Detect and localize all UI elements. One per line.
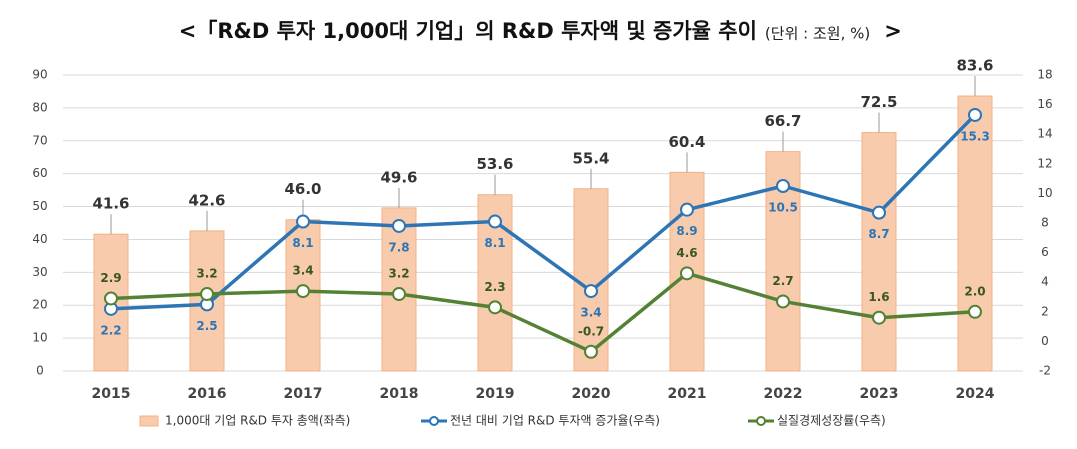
- y-tick-label: 30: [32, 265, 47, 279]
- line-value-label: 8.9: [676, 224, 697, 238]
- legend-label: 실질경제성장률(우측): [777, 414, 886, 428]
- x-tick-label: 2016: [188, 386, 227, 402]
- y2-tick-label: 2: [1041, 304, 1049, 318]
- y-tick-label: 20: [32, 298, 47, 312]
- bar-value-label: 42.6: [188, 191, 225, 209]
- bar-value-label: 55.4: [572, 149, 609, 167]
- y2-tick-label: 10: [1037, 186, 1052, 200]
- y-tick-label: 50: [32, 199, 47, 213]
- line-marker: [392, 287, 406, 302]
- line-value-label: 8.1: [484, 236, 505, 250]
- y2-tick-label: -2: [1039, 364, 1051, 378]
- x-tick-label: 2018: [380, 386, 419, 402]
- line-value-label: 3.4: [292, 264, 313, 278]
- chart-title: <「R&D 투자 1,000대 기업」의 R&D 투자액 및 증가율 추이: [179, 19, 757, 43]
- x-tick-label: 2020: [572, 386, 611, 402]
- line-value-label: 3.2: [388, 267, 409, 281]
- line-value-label: 3.2: [196, 267, 217, 281]
- line-value-label: 2.5: [196, 319, 217, 333]
- bar-value-label: 46.0: [284, 180, 321, 198]
- y2-tick-label: 4: [1041, 275, 1049, 289]
- line-value-label: 3.4: [580, 306, 601, 320]
- line-value-label: 1.6: [868, 290, 889, 304]
- bar-value-label: 83.6: [956, 57, 993, 75]
- y2-tick-label: 0: [1041, 334, 1049, 348]
- line-marker: [488, 300, 502, 315]
- bar-value-label: 49.6: [380, 168, 417, 186]
- line-value-label: 8.1: [292, 236, 313, 250]
- bar-value-label: 60.4: [668, 133, 705, 151]
- line-marker: [584, 344, 598, 359]
- legend-marker: [429, 416, 439, 426]
- bar-value-label: 53.6: [476, 155, 513, 173]
- line-value-label: 2.0: [964, 284, 985, 298]
- line-marker: [968, 107, 982, 122]
- bar: [861, 132, 897, 372]
- x-tick-label: 2022: [764, 386, 803, 402]
- x-tick-label: 2019: [476, 386, 515, 402]
- legend-label: 1,000대 기업 R&D 투자 총액(좌측): [165, 414, 350, 428]
- y-tick-label: 60: [32, 166, 47, 180]
- chart-subtitle: (단위 : 조원, %): [765, 25, 870, 43]
- legend-label: 전년 대비 기업 R&D 투자액 증가율(우측): [450, 414, 660, 428]
- line-marker: [392, 218, 406, 233]
- y-tick-label: 0: [36, 364, 44, 378]
- line-marker: [776, 179, 790, 193]
- x-tick-label: 2017: [284, 386, 323, 402]
- line-value-label: 10.5: [768, 201, 798, 215]
- bar-value-label: 41.6: [92, 195, 129, 213]
- line-value-label: 2.3: [484, 280, 505, 294]
- legend-swatch: [139, 415, 159, 427]
- y2-tick-label: 18: [1037, 68, 1052, 82]
- bar-value-label: 66.7: [764, 112, 801, 130]
- y-tick-label: 10: [32, 331, 47, 345]
- y-tick-label: 40: [32, 232, 47, 246]
- title-suffix: >: [884, 19, 902, 43]
- line-value-label: 4.6: [676, 246, 697, 260]
- y-tick-label: 90: [32, 68, 47, 82]
- legend-marker: [756, 416, 766, 426]
- y-tick-label: 80: [32, 100, 47, 114]
- line-value-label: 2.7: [772, 274, 793, 288]
- y-tick-label: 70: [32, 133, 47, 147]
- y2-tick-label: 14: [1037, 127, 1052, 141]
- x-tick-label: 2015: [92, 386, 131, 402]
- y2-tick-label: 12: [1037, 156, 1052, 170]
- line-marker: [968, 304, 982, 319]
- line-marker: [488, 214, 502, 229]
- line-value-label: 2.2: [100, 323, 121, 337]
- x-tick-label: 2023: [860, 386, 899, 402]
- bar-value-label: 72.5: [860, 93, 897, 111]
- line-marker: [584, 284, 598, 299]
- line-value-label: 15.3: [960, 129, 990, 143]
- line-marker: [680, 202, 694, 217]
- line-marker: [104, 291, 118, 306]
- y2-tick-label: 8: [1041, 216, 1049, 230]
- line-series: [110, 271, 976, 354]
- line-series: [110, 113, 977, 311]
- line-marker: [872, 310, 886, 325]
- line-value-label: 7.8: [388, 240, 409, 254]
- y2-tick-label: 16: [1037, 97, 1052, 111]
- line-marker: [296, 284, 310, 299]
- line-value-label: 2.9: [100, 271, 121, 285]
- x-tick-label: 2021: [668, 386, 707, 402]
- line-marker: [872, 205, 886, 220]
- x-tick-label: 2024: [956, 386, 995, 402]
- y2-tick-label: 6: [1041, 245, 1049, 259]
- line-value-label: -0.7: [578, 324, 604, 338]
- line-marker: [680, 266, 694, 281]
- line-marker: [776, 294, 790, 309]
- line-marker: [200, 287, 214, 302]
- line-value-label: 8.7: [868, 227, 889, 241]
- line-marker: [296, 214, 310, 229]
- bar: [957, 95, 993, 372]
